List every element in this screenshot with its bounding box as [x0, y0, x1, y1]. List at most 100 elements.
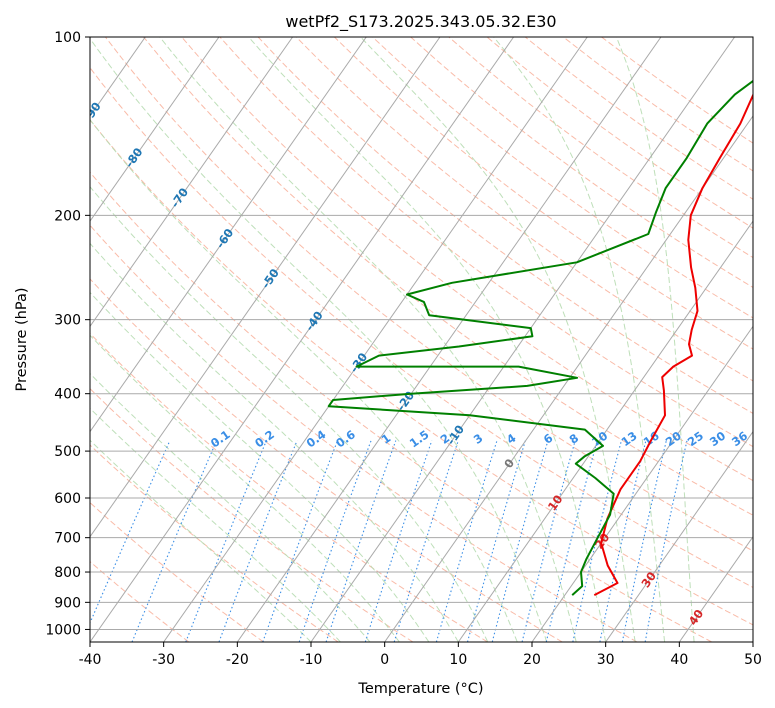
- mixing-ratio-line: [393, 440, 459, 642]
- isotherm-line: [384, 115, 753, 642]
- dewpoint-line: [327, 79, 753, 596]
- isotherm-line: [90, 37, 294, 328]
- mixing-ratio-line: [131, 440, 218, 642]
- x-tick-label: 0: [380, 652, 389, 668]
- mixing-ratio-label: 0.2: [252, 427, 277, 450]
- isotherm-line: [90, 37, 441, 538]
- mixing-ratio-line: [435, 440, 498, 642]
- moist-adiabat-line: [90, 118, 518, 642]
- mixing-ratio-label: 3: [471, 431, 486, 447]
- moist-adiabat-line: [248, 37, 607, 642]
- dry-adiabat-line: [90, 332, 488, 642]
- dry-adiabat-line: [90, 278, 563, 642]
- y-tick-label: 900: [54, 595, 81, 611]
- x-tick-label: 30: [597, 652, 615, 668]
- moist-adiabat-line: [90, 185, 489, 642]
- mixing-ratio-label: 13: [619, 428, 640, 449]
- mixing-ratio-label: 25: [685, 428, 706, 449]
- mixing-ratio-label: 1.5: [407, 427, 432, 450]
- dry-adiabat-line: [295, 37, 753, 382]
- x-axis-title: Temperature (°C): [357, 681, 483, 697]
- y-tick-label: 800: [54, 565, 81, 581]
- x-tick-label: 50: [744, 652, 762, 668]
- x-tick-label: -40: [79, 652, 102, 668]
- dry-adiabat-line: [90, 66, 753, 588]
- mixing-ratio-line: [644, 440, 688, 642]
- mixing-ratio-label: 4: [504, 431, 519, 447]
- sounding-series: [327, 79, 753, 596]
- dry-adiabat-line: [90, 387, 414, 642]
- mixing-ratio-line: [599, 440, 647, 642]
- mixing-ratio-line: [466, 440, 526, 642]
- moist-adiabat-line: [90, 242, 459, 642]
- plot-area: -100-90-80-70-60-50-40-30-20-10010203040…: [0, 37, 753, 642]
- mixing-ratio-label: 36: [729, 428, 750, 449]
- y-tick-label: 700: [54, 531, 81, 547]
- y-tick-label: 300: [54, 313, 81, 329]
- dry-adiabat-line: [90, 444, 339, 642]
- isotherm-line: [236, 37, 662, 642]
- isotherm-line: [163, 37, 588, 642]
- x-tick-label: -30: [152, 652, 175, 668]
- moist-adiabat-line: [493, 37, 666, 642]
- y-tick-label: 400: [54, 387, 81, 403]
- isotherm-label: -60: [213, 226, 236, 251]
- dry-adiabat-line: [334, 37, 753, 350]
- y-tick-label: 500: [54, 444, 81, 460]
- moist-adiabat-line: [159, 37, 577, 642]
- isotherm-label: -30: [347, 350, 370, 375]
- dry-adiabat-line: [90, 119, 753, 626]
- dry-adiabat-line: [372, 37, 753, 319]
- dry-adiabat-line: [410, 37, 753, 289]
- mixing-ratio-line: [521, 440, 576, 642]
- mixing-ratio-label: 0.4: [304, 427, 329, 450]
- isotherm-label: -90: [80, 99, 103, 124]
- isotherm-line: [90, 37, 367, 433]
- isotherm-line: [0, 37, 72, 642]
- chart-title: wetPf2_S173.2025.343.05.32.E30: [285, 12, 556, 32]
- y-tick-label: 100: [54, 30, 81, 46]
- isotherm-line: [90, 37, 220, 223]
- isotherm-label: -70: [168, 185, 191, 210]
- moist-adiabat-line: [90, 291, 430, 642]
- y-axis: 100 200 300 400 500 600 700 800 900 1000: [45, 30, 90, 638]
- dry-adiabat-line: [105, 37, 753, 552]
- mixing-ratio-line: [298, 440, 372, 642]
- dry-adiabat-line: [219, 37, 753, 448]
- moist-adiabat-line: [90, 439, 312, 642]
- background-lines: [0, 37, 753, 642]
- x-tick-label: -10: [300, 652, 323, 668]
- x-tick-label: 20: [523, 652, 541, 668]
- moist-adiabat-line: [90, 334, 400, 642]
- isotherm-line: [90, 37, 515, 642]
- dry-adiabat-line: [486, 37, 753, 229]
- moist-adiabat-line: [90, 37, 548, 642]
- moist-adiabat-line: [615, 37, 695, 642]
- isotherm-label: -100: [35, 52, 63, 84]
- moist-adiabat-line: [90, 372, 371, 642]
- isotherm-label: -50: [259, 266, 282, 291]
- isotherm-label: 10: [545, 492, 566, 513]
- plot-frame: [89, 36, 754, 643]
- mixing-ratio-label: 0.6: [333, 427, 358, 450]
- dry-adiabat-line: [90, 171, 712, 642]
- isotherm-line: [752, 641, 753, 642]
- mixing-ratio-line: [621, 440, 667, 642]
- mixing-ratio-line: [572, 440, 622, 642]
- dry-adiabat-line: [143, 37, 753, 516]
- mixing-ratio-label: 1: [379, 431, 394, 447]
- mixing-ratio-line: [545, 440, 598, 642]
- dry-adiabat-line: [90, 501, 264, 642]
- moist-adiabat-line: [360, 37, 636, 642]
- y-tick-label: 200: [54, 208, 81, 224]
- mixing-ratio-line: [491, 440, 549, 642]
- mixing-ratio-label: 6: [541, 431, 556, 447]
- mixing-ratio-line: [90, 440, 171, 625]
- x-tick-label: 40: [670, 652, 688, 668]
- x-axis: -40 -30 -20 -10 0 10 20 30 40 50: [79, 642, 762, 668]
- y-tick-label: 600: [54, 491, 81, 507]
- mixing-ratio-line: [185, 440, 267, 642]
- moist-adiabat-line: [90, 407, 341, 642]
